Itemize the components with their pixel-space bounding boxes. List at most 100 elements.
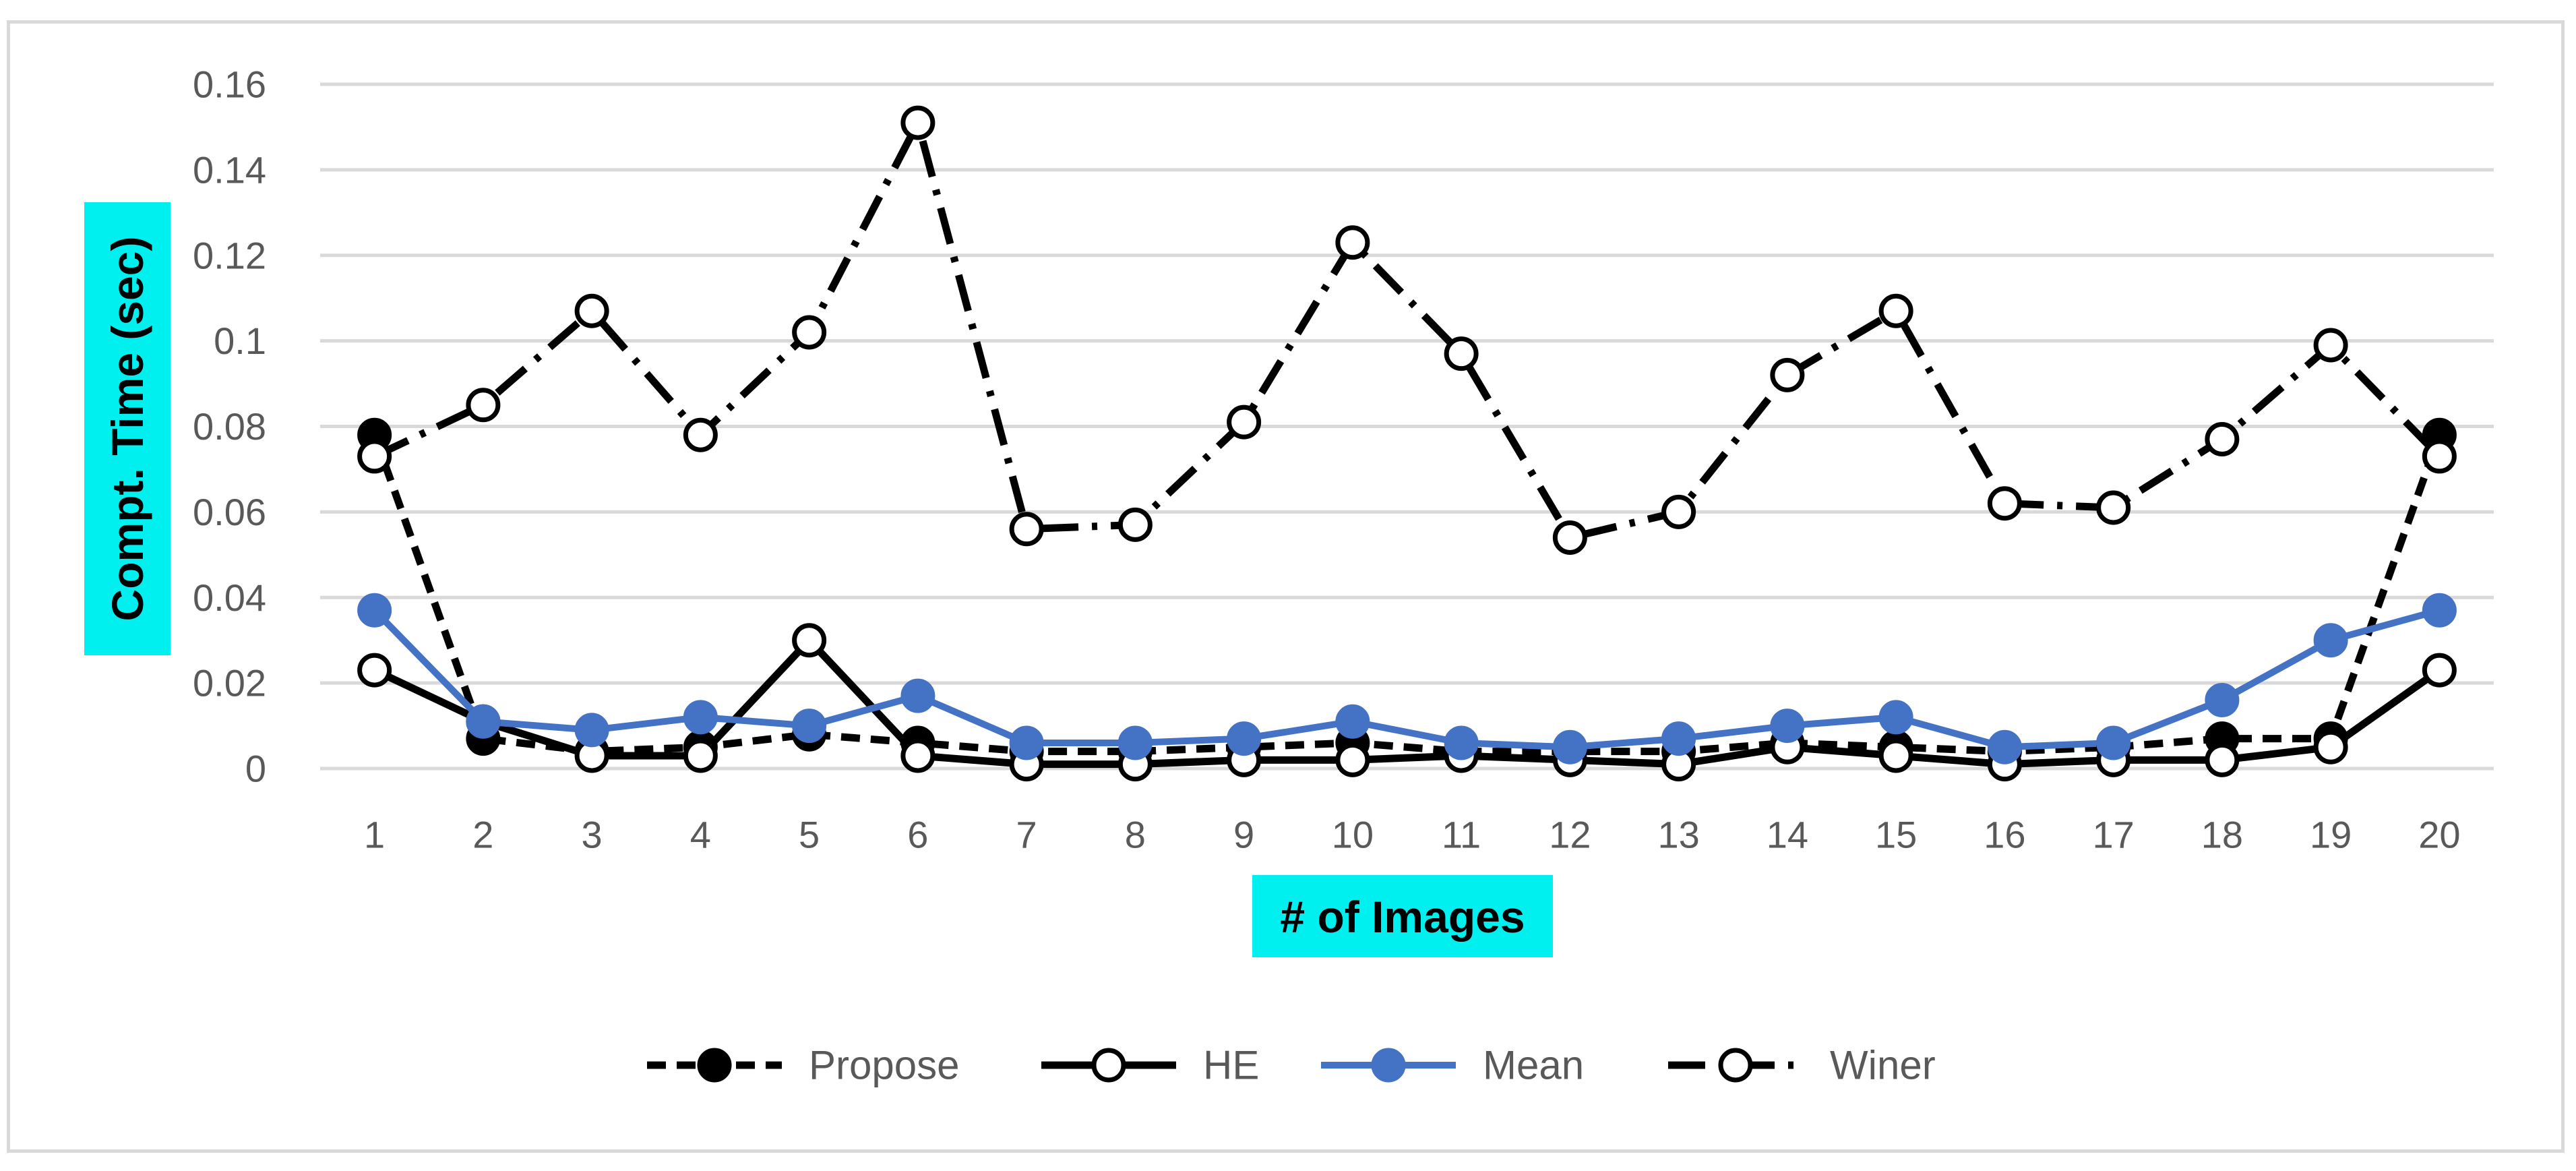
data-point-winer bbox=[1444, 336, 1479, 371]
x-tick-label: 6 bbox=[907, 814, 928, 856]
chart-frame bbox=[7, 20, 2565, 1153]
x-tick-label: 4 bbox=[690, 814, 711, 856]
legend-label-propose: Propose bbox=[809, 1043, 959, 1088]
y-tick-label: 0.04 bbox=[193, 576, 266, 619]
x-tick-label: 17 bbox=[2092, 814, 2134, 856]
data-point-mean bbox=[1770, 709, 1805, 744]
x-axis-title: # of Images bbox=[1252, 875, 1553, 957]
y-tick-label: 0.16 bbox=[193, 63, 266, 106]
data-point-mean bbox=[357, 593, 392, 628]
data-point-winer bbox=[1335, 225, 1370, 260]
data-point-winer bbox=[574, 293, 609, 328]
data-point-winer bbox=[357, 439, 392, 474]
x-tick-label: 16 bbox=[1984, 814, 2025, 856]
data-point-winer bbox=[1009, 512, 1044, 547]
data-point-mean bbox=[2205, 683, 2240, 717]
data-point-mean bbox=[1661, 721, 1696, 756]
gridlines bbox=[320, 82, 2494, 771]
data-point-mean bbox=[792, 709, 827, 744]
data-point-he bbox=[2205, 742, 2240, 777]
data-point-mean bbox=[2313, 623, 2348, 658]
series-line-winer bbox=[373, 119, 2443, 541]
data-point-winer bbox=[900, 105, 936, 140]
legend-label-winer: Winer bbox=[1830, 1043, 1936, 1088]
x-tick-label: 5 bbox=[799, 814, 820, 856]
x-tick-label: 2 bbox=[472, 814, 493, 856]
y-tick-label: 0 bbox=[245, 748, 266, 790]
y-tick-label: 0.02 bbox=[193, 662, 266, 704]
y-axis-title: Compt. Time (sec) bbox=[84, 202, 171, 655]
x-tick-label: 20 bbox=[2418, 814, 2460, 856]
legend-marker-mean bbox=[1371, 1048, 1406, 1083]
series-line-mean bbox=[372, 607, 2441, 751]
x-tick-label: 8 bbox=[1125, 814, 1146, 856]
data-point-winer bbox=[2313, 328, 2348, 363]
data-point-winer bbox=[2422, 439, 2457, 474]
data-point-he bbox=[900, 738, 936, 773]
data-point-mean bbox=[1444, 725, 1479, 760]
x-tick-label: 11 bbox=[1442, 814, 1481, 856]
series-markers bbox=[357, 105, 2457, 782]
y-tick-label: 0.08 bbox=[193, 405, 266, 448]
data-point-he bbox=[1335, 742, 1370, 777]
legend-marker-he bbox=[1091, 1048, 1126, 1083]
data-point-he bbox=[2422, 653, 2457, 688]
x-tick-label: 10 bbox=[1332, 814, 1374, 856]
data-point-mean bbox=[2096, 725, 2131, 760]
x-tick-label: 1 bbox=[364, 814, 385, 856]
series-lines bbox=[371, 119, 2443, 769]
x-tick-label: 3 bbox=[582, 814, 603, 856]
x-tick-label: 7 bbox=[1016, 814, 1037, 856]
data-point-mean bbox=[1335, 704, 1370, 739]
data-point-winer bbox=[683, 417, 718, 452]
y-axis-label: Compt. Time (sec) bbox=[102, 237, 152, 622]
y-tick-label: 0.1 bbox=[214, 320, 266, 362]
data-point-winer bbox=[792, 315, 827, 350]
legend-marker-winer bbox=[1718, 1048, 1753, 1083]
y-tick-labels: 0 0.02 0.04 0.06 0.08 0.1 0.12 0.14 0.16 bbox=[193, 63, 266, 790]
data-point-mean bbox=[1878, 700, 1913, 735]
data-point-he bbox=[2313, 729, 2348, 764]
y-tick-label: 0.06 bbox=[193, 491, 266, 533]
data-point-winer bbox=[1878, 293, 1913, 328]
data-point-mean bbox=[683, 700, 718, 735]
data-point-mean bbox=[574, 713, 609, 748]
data-point-winer bbox=[2096, 490, 2131, 525]
data-point-winer bbox=[2205, 422, 2240, 457]
legend-label-he: HE bbox=[1203, 1043, 1259, 1088]
y-tick-label: 0.14 bbox=[193, 148, 266, 191]
data-point-winer bbox=[1987, 486, 2022, 521]
data-point-mean bbox=[900, 678, 936, 713]
data-point-he bbox=[683, 738, 718, 773]
x-tick-label: 15 bbox=[1875, 814, 1917, 856]
legend-label-mean: Mean bbox=[1483, 1043, 1584, 1088]
data-point-mean bbox=[466, 704, 501, 739]
data-point-mean bbox=[1117, 725, 1153, 760]
legend: Propose HE Mean Winer bbox=[647, 1043, 1936, 1088]
data-point-he bbox=[792, 623, 827, 658]
y-tick-label: 0.12 bbox=[193, 234, 266, 276]
series-line-propose bbox=[371, 433, 2443, 756]
data-point-mean bbox=[2422, 593, 2457, 628]
x-axis-label: # of Images bbox=[1280, 892, 1525, 942]
x-tick-label: 12 bbox=[1549, 814, 1591, 856]
data-point-mean bbox=[1552, 729, 1587, 764]
legend-marker-propose bbox=[697, 1048, 732, 1083]
data-point-winer bbox=[1117, 507, 1153, 542]
x-tick-label: 13 bbox=[1657, 814, 1699, 856]
x-tick-label: 14 bbox=[1767, 814, 1808, 856]
x-tick-label: 18 bbox=[2201, 814, 2243, 856]
data-point-winer bbox=[1552, 520, 1587, 555]
data-point-mean bbox=[1009, 725, 1044, 760]
x-tick-label: 9 bbox=[1233, 814, 1254, 856]
x-axis-title-highlight bbox=[1252, 875, 1553, 957]
data-point-he bbox=[1878, 738, 1913, 773]
data-point-mean bbox=[1987, 729, 2022, 764]
data-point-winer bbox=[1227, 404, 1262, 440]
data-point-winer bbox=[1770, 357, 1805, 392]
data-point-he bbox=[357, 653, 392, 688]
x-tick-labels: 1 2 3 4 5 6 7 8 9 10 11 12 13 14 15 16 17 18 19 20 bbox=[364, 814, 2460, 856]
data-point-mean bbox=[1227, 721, 1262, 756]
y-axis-title-highlight bbox=[84, 202, 171, 655]
